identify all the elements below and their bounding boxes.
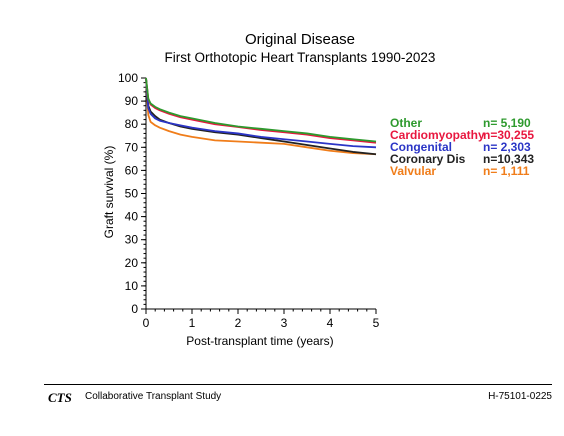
legend-label-congenital: Congenital [390, 140, 452, 154]
series-line-cardiomyopathy [145, 77, 377, 144]
series-line-valvular [145, 77, 377, 156]
chart-subtitle: First Orthotopic Heart Transplants 1990-… [165, 50, 436, 65]
x-tick-label: 0 [143, 316, 150, 330]
y-tick-label: 50 [125, 187, 139, 201]
footer-divider [44, 384, 552, 385]
legend-count-cardiomyopathy: n=30,255 [483, 128, 534, 142]
axes: 0 10 20 30 40 50 60 70 80 90 100 0 1 2 3 4 5 [118, 71, 380, 330]
footer-org: Collaborative Transplant Study [85, 391, 222, 402]
legend-label-cardiomyopathy: Cardiomyopathy [390, 128, 485, 142]
legend-label-valvular: Valvular [390, 164, 436, 178]
y-tick-label: 10 [125, 279, 139, 293]
y-tick-label: 90 [125, 94, 139, 108]
footer-id: H-75101-0225 [488, 391, 552, 402]
y-tick-label: 80 [125, 117, 139, 131]
footer-logo: CTS [48, 390, 72, 405]
legend-label-other: Other [390, 116, 422, 130]
legend-label-coronary-dis: Coronary Dis [390, 152, 466, 166]
x-tick-label: 1 [189, 316, 196, 330]
y-tick-label: 40 [125, 210, 139, 224]
legend-count-valvular: n= 1,111 [483, 164, 530, 178]
x-tick-label: 5 [373, 316, 380, 330]
y-tick-label: 20 [125, 256, 139, 270]
series-line-other [145, 77, 377, 143]
legend-count-congenital: n= 2,303 [483, 140, 531, 154]
x-tick-label: 3 [281, 316, 288, 330]
x-tick-label: 2 [235, 316, 242, 330]
y-tick-label: 100 [118, 71, 138, 85]
series-lines [145, 77, 377, 156]
x-tick-label: 4 [327, 316, 334, 330]
chart-title: Original Disease [245, 31, 355, 48]
legend-count-coronary-dis: n=10,343 [483, 152, 534, 166]
y-tick-label: 0 [131, 302, 138, 316]
y-axis-label: Graft survival (%) [102, 146, 116, 239]
y-tick-label: 30 [125, 233, 139, 247]
y-tick-label: 60 [125, 163, 139, 177]
series-line-congenital [145, 77, 377, 149]
series-line-coronary-dis [145, 77, 377, 156]
x-axis-label: Post-transplant time (years) [186, 334, 333, 348]
legend-count-other: n= 5,190 [483, 116, 531, 130]
y-tick-label: 70 [125, 140, 139, 154]
